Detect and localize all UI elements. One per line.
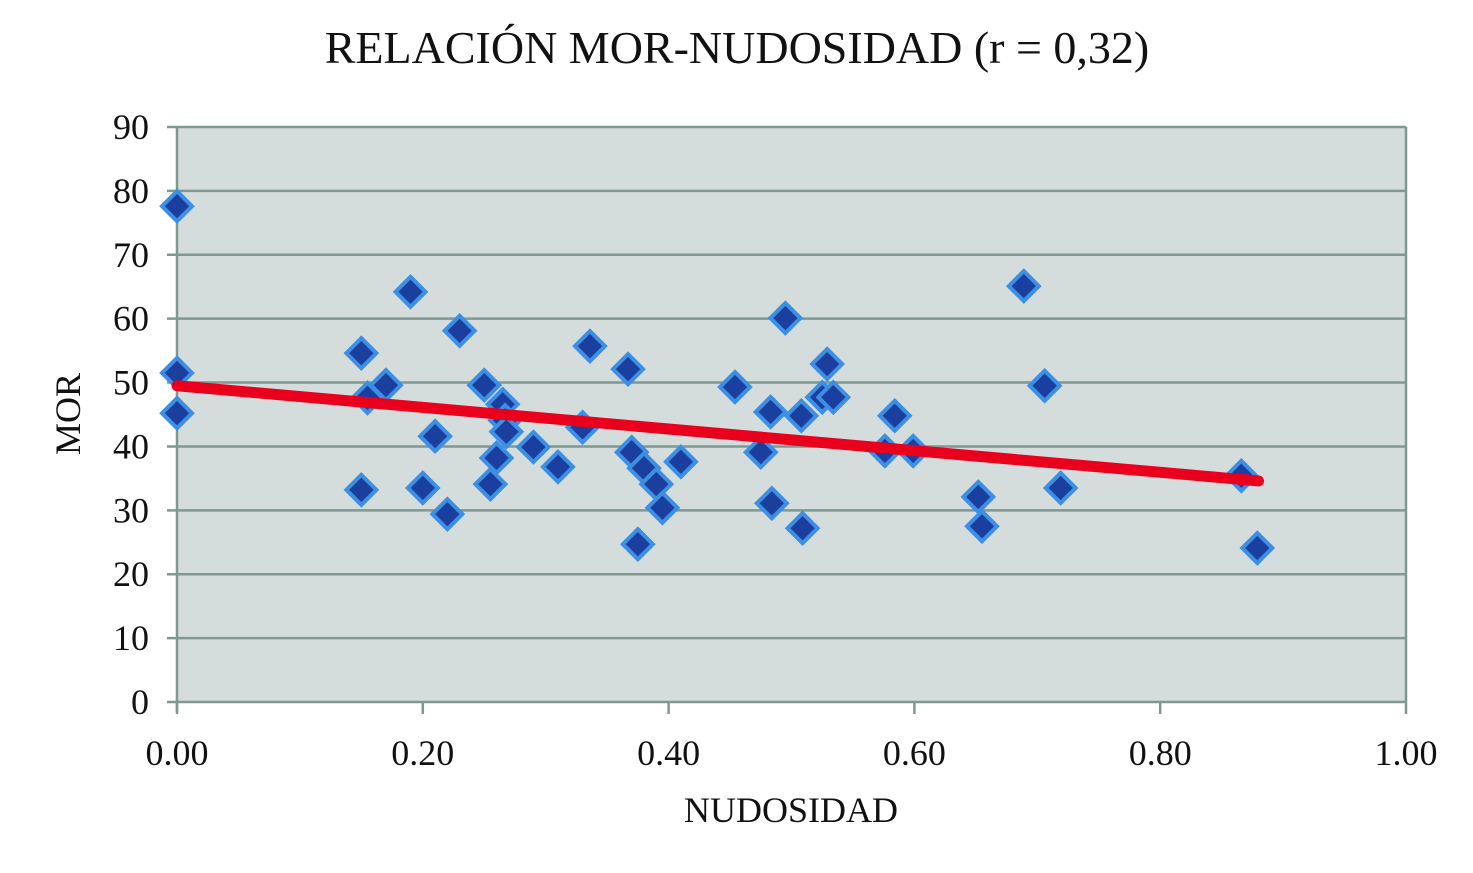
data-point [876,397,913,434]
y-tick-label: 90 [113,107,149,147]
x-tick-label: 0.80 [1129,733,1192,773]
y-tick-label: 50 [113,363,149,403]
data-point [429,496,466,532]
data-point [466,367,503,403]
y-tick-label: 10 [113,618,149,658]
data-point [784,510,821,547]
data-point [392,274,429,310]
data-point [488,413,525,450]
data-point [1042,470,1079,506]
data-point [1026,367,1063,404]
data-point [752,394,789,430]
data-point [610,351,646,387]
data-point [809,346,845,382]
x-tick-label: 0.60 [883,733,946,773]
data-point [767,300,804,336]
data-point [343,472,380,508]
data-point [572,328,608,364]
data-point [515,429,552,465]
data-point [472,466,509,502]
data-point [717,369,753,405]
data-point [1005,268,1042,304]
data-point [540,449,576,485]
data-point [620,526,656,563]
y-tick-label: 30 [113,490,149,530]
data-point [159,188,195,225]
data-point [663,443,699,480]
x-tick-label: 1.00 [1375,733,1438,773]
trend-line [171,380,1265,487]
y-tick-label: 80 [113,171,149,211]
data-point [783,397,820,434]
data-point [964,508,1000,545]
chart-title: RELACIÓN MOR-NUDOSIDAD (r = 0,32) [325,22,1150,73]
data-point [159,395,195,432]
data-point [417,418,453,455]
y-tick-label: 60 [113,299,149,339]
data-point [343,335,380,371]
x-tick-label: 0.40 [637,733,700,773]
data-point [754,485,790,522]
data-point [742,434,779,471]
data-point [1239,530,1276,566]
data-point [441,312,478,349]
data-point [815,379,852,416]
y-tick-label: 20 [113,554,149,594]
data-point [404,470,441,506]
x-tick-label: 0.20 [391,733,454,773]
y-axis-label: MOR [48,373,88,455]
y-tick-label: 40 [113,426,149,466]
x-tick-label: 0.00 [146,733,209,773]
x-axis-label: NUDOSIDAD [684,790,898,830]
y-tick-label: 0 [131,682,149,722]
data-point [960,479,997,515]
y-tick-label: 70 [113,235,149,275]
data-point [644,489,681,526]
